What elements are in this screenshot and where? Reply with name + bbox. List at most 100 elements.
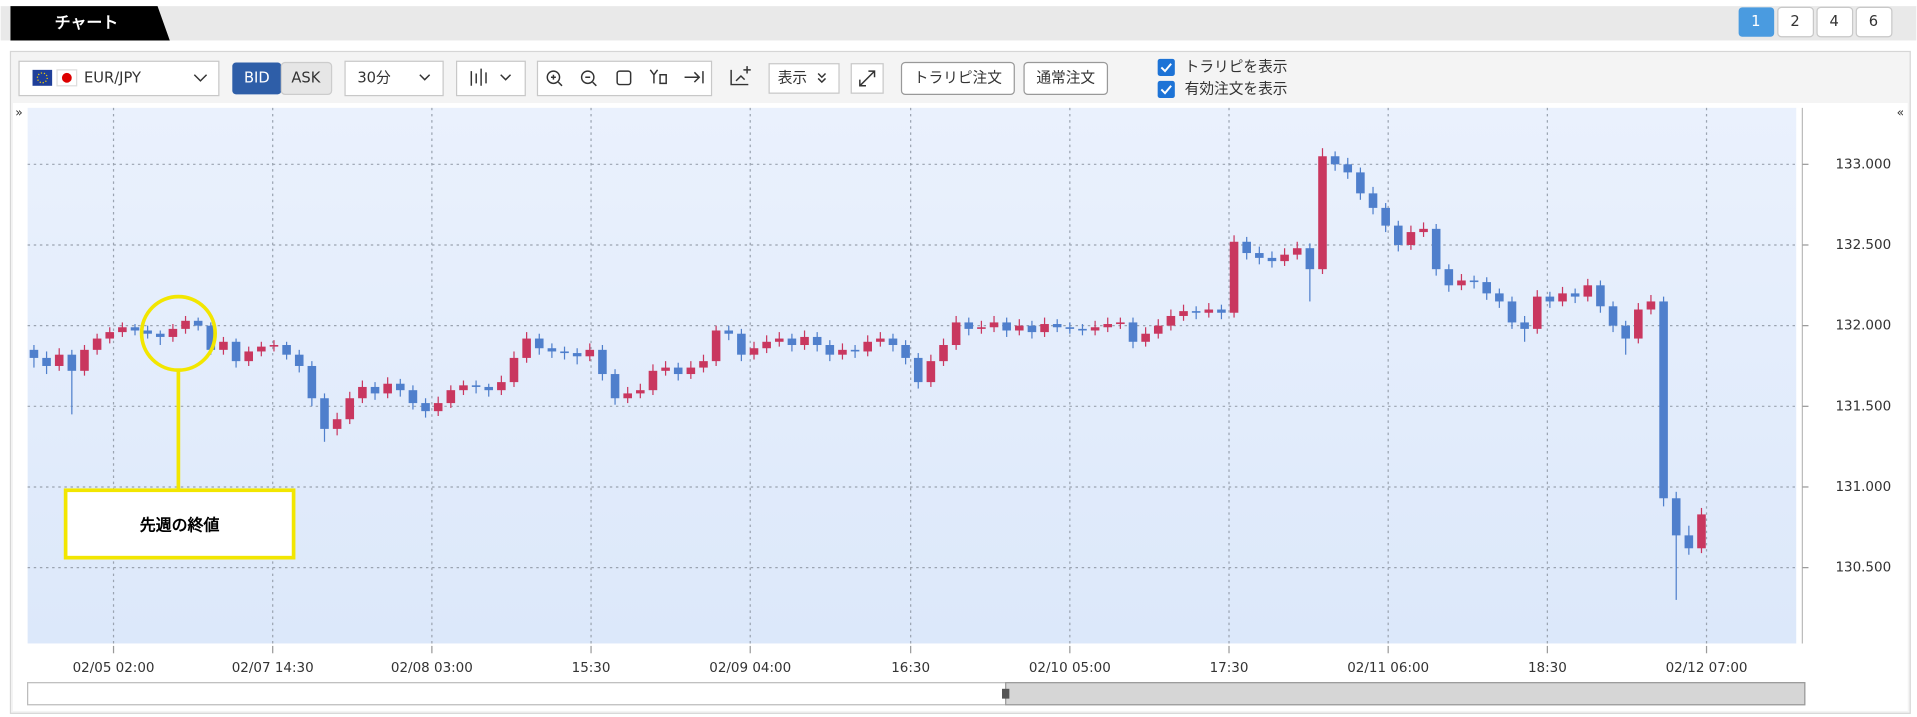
indicator-icon[interactable] xyxy=(730,66,751,86)
y-icon[interactable] xyxy=(649,69,667,85)
candle-body xyxy=(989,322,999,328)
chevron xyxy=(193,74,208,82)
candle-body xyxy=(294,354,304,366)
candle-body xyxy=(1065,327,1075,329)
candle-body xyxy=(623,393,632,399)
plot-area xyxy=(27,107,1797,644)
page-label: 6 xyxy=(1869,13,1878,30)
candle-body xyxy=(143,330,152,334)
eu-flag xyxy=(32,69,53,86)
candle-body xyxy=(497,382,506,391)
candle-body xyxy=(1697,514,1706,549)
candle-body xyxy=(1495,293,1504,302)
candle-body xyxy=(80,349,89,371)
check xyxy=(1160,63,1172,73)
candle-body xyxy=(358,386,367,399)
collapse-left[interactable]: » xyxy=(15,105,23,119)
candle-body xyxy=(711,330,721,362)
candle-body xyxy=(1583,285,1593,297)
page-button[interactable] xyxy=(1855,6,1893,38)
display: 表示 xyxy=(778,69,807,86)
y-tick-label: 130.500 xyxy=(1835,560,1891,576)
chart-type-select[interactable] xyxy=(455,60,526,97)
icon xyxy=(585,76,597,87)
ask-button[interactable] xyxy=(280,61,333,95)
candle-body xyxy=(1570,293,1580,297)
fit-icon[interactable] xyxy=(616,70,632,86)
candle-body xyxy=(1343,164,1353,173)
candle-body xyxy=(686,367,696,375)
eu-stars xyxy=(36,72,48,84)
candle-body xyxy=(206,325,216,350)
tab[interactable] xyxy=(10,6,170,41)
candle-body xyxy=(1356,172,1365,194)
page-button[interactable] xyxy=(1777,6,1814,38)
candle-body xyxy=(320,398,329,429)
x-tick-label: 02/08 03:00 xyxy=(391,660,473,676)
candle-body xyxy=(901,345,910,358)
page-button[interactable] xyxy=(1816,6,1854,38)
candle-body xyxy=(1267,257,1277,262)
checkbox[interactable] xyxy=(1157,58,1175,76)
fullscreen-button[interactable] xyxy=(850,63,884,94)
candle-body xyxy=(1292,248,1302,255)
candle-body xyxy=(1532,296,1542,329)
tab-title: チャート xyxy=(55,13,119,32)
symbol-select[interactable] xyxy=(18,60,220,97)
axes: 130.500 131.000 131.500 132.000 132.500 133.0… xyxy=(73,156,1892,676)
candle-body xyxy=(1596,285,1605,307)
candle-body xyxy=(118,327,127,333)
candle-body xyxy=(547,348,557,352)
tab-bar xyxy=(0,6,1917,41)
candle-body xyxy=(1280,254,1289,262)
scroll-handle[interactable] xyxy=(1002,688,1010,699)
candle-body xyxy=(1204,309,1214,313)
candle-body xyxy=(787,338,797,346)
x-tick-label: 02/10 05:00 xyxy=(1029,660,1111,676)
annotation-box xyxy=(63,488,296,560)
traripi-order-button[interactable] xyxy=(900,61,1015,95)
latest-icon[interactable] xyxy=(684,71,704,84)
candle-body xyxy=(1052,324,1062,328)
candle-body xyxy=(1040,324,1049,333)
candle-body xyxy=(433,403,443,412)
candle-body xyxy=(484,386,494,391)
checkbox[interactable] xyxy=(1157,80,1175,99)
normal-order-button[interactable] xyxy=(1023,61,1109,95)
y-tick-label: 131.500 xyxy=(1835,398,1891,414)
candle-body xyxy=(1431,228,1441,270)
candle-body xyxy=(951,322,961,346)
page-label: 4 xyxy=(1830,13,1839,30)
candle-body xyxy=(1141,333,1150,342)
normal-order: 通常注文 xyxy=(1036,69,1095,86)
collapse-right[interactable]: « xyxy=(1897,105,1905,119)
candle-body xyxy=(1305,248,1315,270)
candle-body xyxy=(509,357,519,383)
candle-body xyxy=(370,386,380,394)
candle-body xyxy=(181,320,190,329)
display-button[interactable] xyxy=(768,63,840,94)
candle-body xyxy=(1520,322,1529,329)
candle-body xyxy=(825,345,835,355)
x-tick-label: 17:30 xyxy=(1210,660,1249,676)
candle-body xyxy=(863,341,873,352)
traripi-order: トラリピ注文 xyxy=(914,69,1002,86)
page-button[interactable] xyxy=(1738,7,1775,37)
candle-body xyxy=(332,419,342,429)
candle-body xyxy=(269,345,279,347)
candle-body xyxy=(1545,296,1555,302)
scroll-thumb[interactable] xyxy=(1005,682,1806,706)
y-tick-label: 131.000 xyxy=(1835,479,1891,495)
candle-body xyxy=(282,345,291,355)
bid-button[interactable] xyxy=(232,62,282,95)
candle-body xyxy=(1608,306,1618,326)
candle-body xyxy=(673,367,683,375)
zoom-out[interactable] xyxy=(580,70,595,85)
candle-body xyxy=(939,345,948,362)
candle-body xyxy=(800,336,809,346)
candle-body xyxy=(1191,311,1201,313)
zoom-in[interactable] xyxy=(546,70,561,85)
candle-body xyxy=(1078,328,1087,331)
